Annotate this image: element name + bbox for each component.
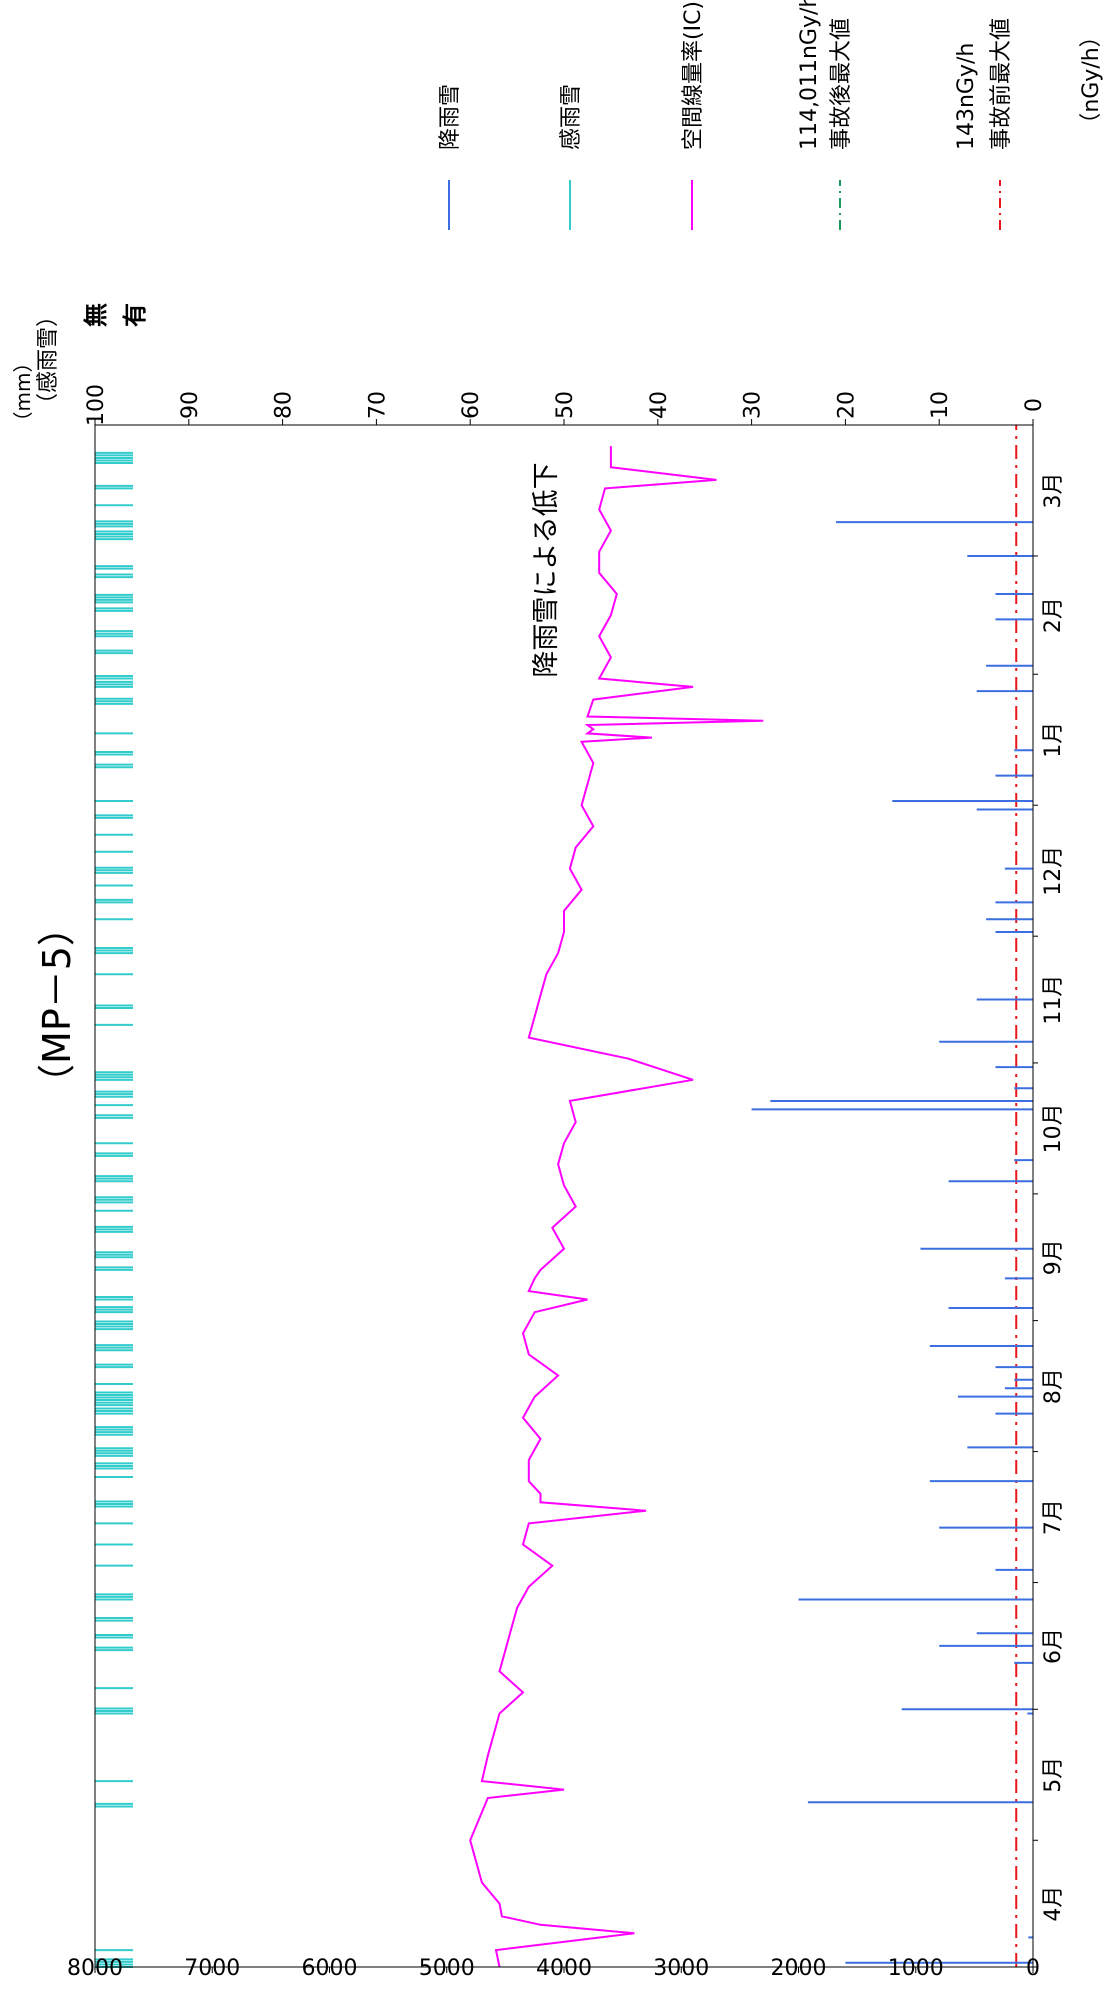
legend-label-post_max: 事故後最大値	[829, 18, 854, 150]
rainfall-drop-annotation: 降雨雪による低下	[531, 462, 562, 677]
right-axis-tick-label: 50	[553, 391, 578, 419]
month-label: 4月	[1041, 1886, 1066, 1922]
presence-yes-label: 有	[121, 303, 149, 327]
chart-title: （MP－5）	[35, 908, 79, 1102]
plot-frame	[94, 424, 1034, 1968]
legend-label-pre_max: 事故前最大値	[989, 18, 1014, 150]
left-axis-tick-label: 2000	[771, 1956, 827, 1981]
legend-value-pre_max: 143nGy/h	[954, 43, 979, 150]
month-label: 10月	[1041, 1103, 1066, 1153]
right-axis-tick-label: 80	[272, 391, 297, 419]
month-label: 12月	[1041, 846, 1066, 896]
presence-axis-label: （感雨雪）	[36, 305, 61, 415]
right-axis-tick-label: 10	[928, 391, 953, 419]
plot-area	[95, 425, 1033, 1968]
right-axis-tick-label: 30	[741, 391, 766, 419]
month-label: 1月	[1041, 722, 1066, 758]
presence-no-label: 無	[82, 303, 110, 327]
right-axis-tick-label: 20	[834, 391, 859, 419]
legend: 事故前最大値 143nGy/h 事故後最大値 114,011nGy/h 空間線量率(IC…	[438, 0, 1014, 230]
left-axis-tick-label: 1000	[888, 1956, 944, 1981]
right-axis-tick-label: 100	[84, 384, 109, 426]
right-axis-tick-label: 40	[647, 391, 672, 419]
legend-label-sensing: 感雨雪	[559, 84, 584, 150]
month-label: 2月	[1041, 597, 1066, 633]
legend-value-post_max: 114,011nGy/h	[797, 0, 822, 150]
month-label: 8月	[1041, 1368, 1066, 1404]
right-axis-unit: （mm）	[11, 353, 35, 432]
legend-label-rainfall: 降雨雪	[438, 84, 463, 150]
left-axis-tick-label: 8000	[67, 1956, 123, 1981]
month-label: 5月	[1041, 1757, 1066, 1793]
left-axis-tick-label: 5000	[419, 1956, 475, 1981]
right-axis-tick-label: 90	[178, 391, 203, 419]
month-label: 3月	[1041, 472, 1066, 508]
month-label: 6月	[1041, 1628, 1066, 1664]
month-label: 7月	[1041, 1499, 1066, 1535]
legend-label-dose_rate: 空間線量率(IC)	[681, 1, 706, 150]
right-axis-tick-label: 0	[1022, 398, 1047, 412]
left-axis-tick-label: 7000	[184, 1956, 240, 1981]
left-axis-unit: （nGy/h）	[1079, 25, 1104, 134]
axes: 0 1000 2000 3000 4000 5000 6000 7000 8000 0 10 20 30…	[67, 384, 1066, 1981]
month-label: 11月	[1041, 975, 1066, 1025]
right-axis-tick-label: 70	[365, 391, 390, 419]
right-axis-tick-label: 60	[459, 391, 484, 419]
left-axis-tick-label: 6000	[302, 1956, 358, 1981]
left-axis-tick-label: 0	[1026, 1956, 1040, 1981]
left-axis-tick-label: 4000	[536, 1956, 592, 1981]
month-label: 9月	[1041, 1239, 1066, 1275]
dose-rate-line	[469, 446, 764, 1968]
left-axis-tick-label: 3000	[653, 1956, 709, 1981]
